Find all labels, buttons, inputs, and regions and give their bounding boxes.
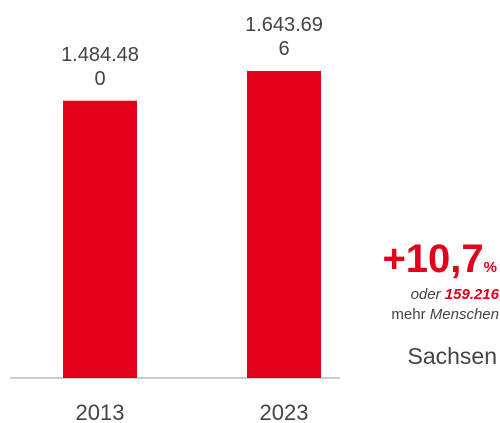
bar <box>247 71 321 378</box>
prefix: oder <box>411 286 442 303</box>
value-label: 1.643.696 <box>245 14 323 60</box>
change-unit: % <box>484 259 497 276</box>
difference-annotation: oder 159.216 <box>411 286 500 303</box>
region-label: Sachsen <box>407 343 497 369</box>
bar <box>63 100 137 379</box>
x-tick-label: 2013 <box>76 400 125 423</box>
suffix-annotation: mehr Menschen <box>391 306 499 323</box>
x-tick-label: 2023 <box>260 400 309 423</box>
change-value: +10,7 <box>382 237 483 281</box>
suffix-1: mehr <box>391 306 425 323</box>
change-annotation: +10,7% <box>382 237 497 281</box>
suffix-2: Menschen <box>430 306 499 323</box>
difference: 159.216 <box>445 286 500 303</box>
value-label: 1.484.480 <box>61 43 139 90</box>
